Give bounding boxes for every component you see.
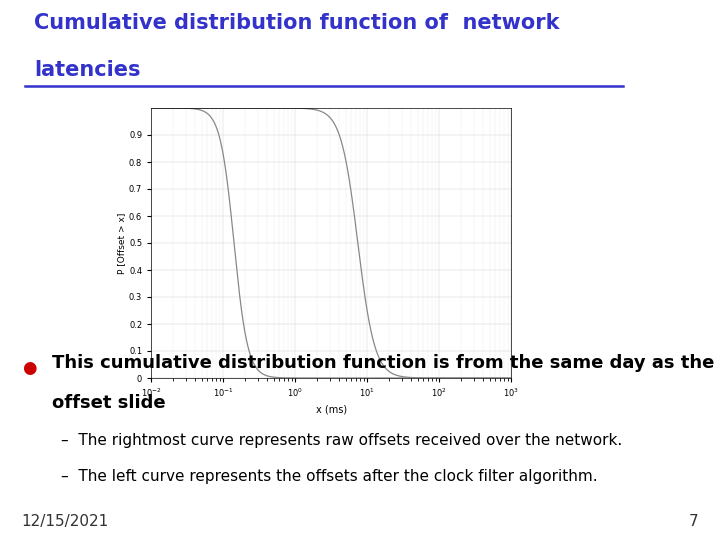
Text: ●: ● [22, 359, 36, 376]
Text: This cumulative distribution function is from the same day as the time: This cumulative distribution function is… [52, 354, 720, 372]
Text: offset slide: offset slide [52, 394, 166, 412]
Text: –  The rightmost curve represents raw offsets received over the network.: – The rightmost curve represents raw off… [61, 433, 623, 448]
Text: latencies: latencies [35, 60, 141, 80]
Text: 12/15/2021: 12/15/2021 [22, 514, 109, 529]
Text: Cumulative distribution function of  network: Cumulative distribution function of netw… [35, 13, 560, 33]
X-axis label: x (ms): x (ms) [315, 405, 347, 415]
Y-axis label: P [Offset > x]: P [Offset > x] [117, 212, 126, 274]
Text: 7: 7 [689, 514, 698, 529]
Text: –  The left curve represents the offsets after the clock filter algorithm.: – The left curve represents the offsets … [61, 469, 598, 484]
